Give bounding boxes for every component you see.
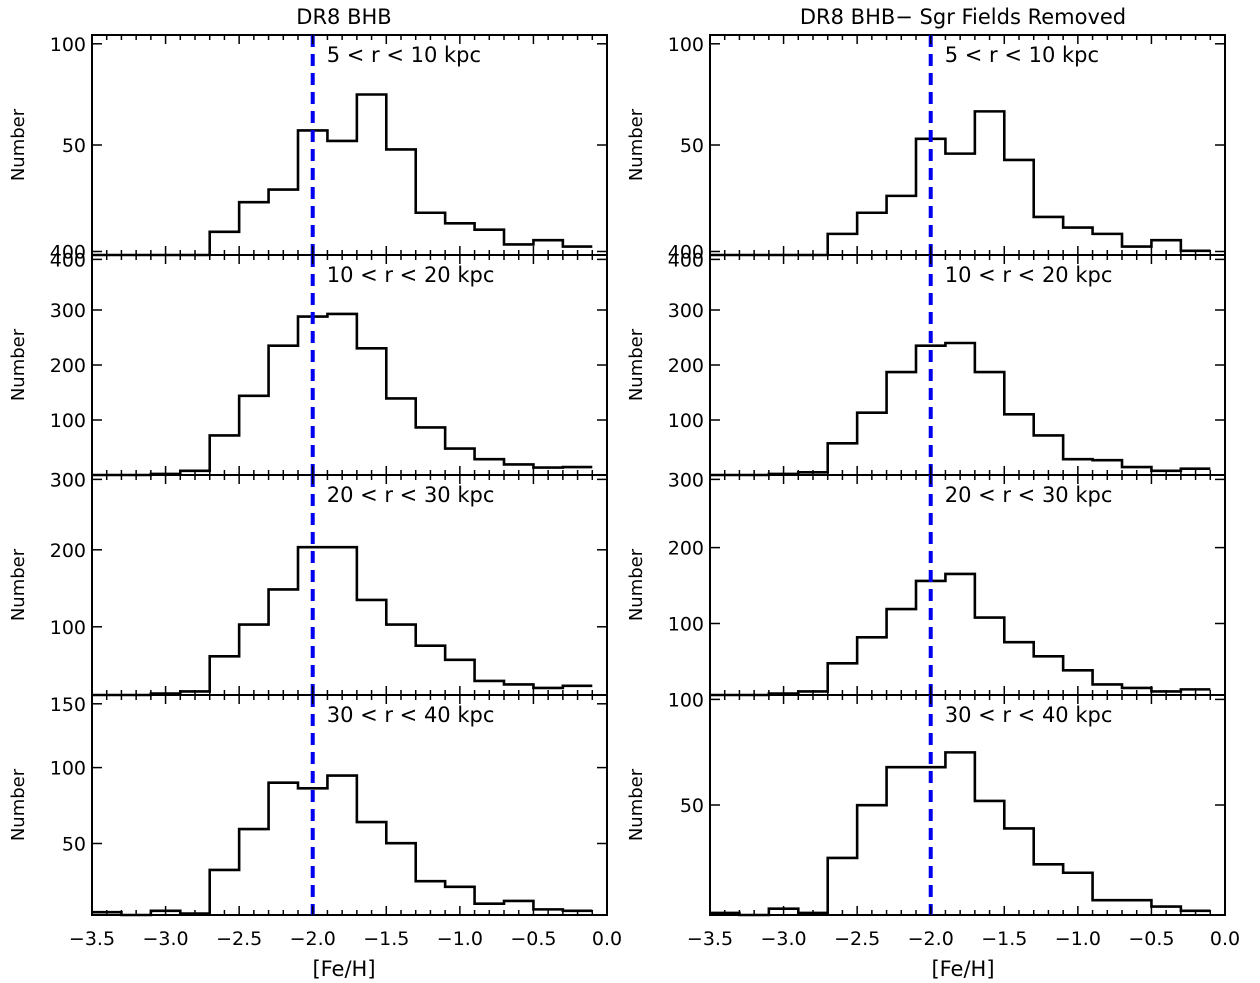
panel-frame — [91, 694, 608, 916]
x-tick-label: −3.0 — [761, 928, 807, 950]
panel-range-label: 30 < r < 40 kpc — [945, 703, 1113, 727]
y-tick-label: 100 — [668, 410, 704, 432]
histogram-panel: 50 100 Number 30 < r < 40 kpc — [626, 689, 1226, 917]
y-tick-label: 400 — [50, 249, 86, 271]
x-tick-label: −3.5 — [69, 928, 115, 950]
panel-frame — [709, 254, 1226, 476]
histogram-series — [92, 93, 593, 257]
histogram-series — [92, 774, 593, 917]
histogram-panel: 100 200 300 Number 20 < r < 30 kpc — [626, 469, 1226, 697]
y-tick-label: 100 — [50, 34, 86, 56]
histogram-panel: 400 50 100 Number 5 < r < 10 kpc — [626, 34, 1226, 263]
x-tick-label: −3.5 — [687, 928, 733, 950]
column-title: DR8 BHB — [296, 5, 391, 29]
y-axis-label: Number — [8, 768, 29, 841]
x-tick-label: −1.5 — [363, 928, 409, 950]
histogram-series — [710, 751, 1211, 917]
panel-range-label: 5 < r < 10 kpc — [945, 43, 1099, 67]
y-tick-label: 200 — [50, 355, 86, 377]
y-tick-label: 50 — [680, 135, 704, 157]
y-tick-label: 50 — [62, 135, 86, 157]
panel-frame — [91, 34, 608, 256]
x-tick-label: −1.0 — [1055, 928, 1101, 950]
y-axis-label: Number — [626, 328, 647, 401]
panel-range-label: 10 < r < 20 kpc — [945, 263, 1113, 287]
y-tick-label: 100 — [668, 689, 704, 711]
x-tick-label: −2.5 — [834, 928, 880, 950]
y-tick-label: 100 — [50, 410, 86, 432]
panel-frame — [91, 474, 608, 696]
histogram-series — [710, 341, 1211, 477]
x-tick-label: −2.0 — [908, 928, 954, 950]
x-tick-label: −1.0 — [437, 928, 483, 950]
histogram-series — [92, 545, 593, 697]
panel-frame — [709, 474, 1226, 696]
panel-frame — [709, 34, 1226, 256]
y-axis-label: Number — [626, 768, 647, 841]
y-axis-label: Number — [8, 548, 29, 621]
column-right: DR8 BHB− Sgr Fields Removed [Fe/H] 400 50… — [626, 5, 1240, 981]
histogram-panel: 100 200 300 400 Number 10 < r < 20 kpc — [626, 249, 1226, 477]
y-tick-label: 400 — [50, 241, 86, 263]
x-axis-label: [Fe/H] — [312, 957, 375, 981]
y-axis-label: Number — [8, 108, 29, 181]
x-axis-label: [Fe/H] — [931, 957, 994, 981]
panel-frame — [91, 254, 608, 476]
panel-range-label: 30 < r < 40 kpc — [327, 703, 495, 727]
histogram-series — [92, 312, 593, 477]
y-tick-label: 100 — [668, 614, 704, 636]
panel-range-label: 10 < r < 20 kpc — [327, 263, 495, 287]
x-tick-label: −1.5 — [981, 928, 1027, 950]
y-axis-label: Number — [8, 328, 29, 401]
x-tick-label: −0.5 — [1128, 928, 1174, 950]
x-tick-label: −3.0 — [143, 928, 189, 950]
y-tick-label: 400 — [668, 249, 704, 271]
y-tick-label: 100 — [668, 34, 704, 56]
panel-frame — [709, 694, 1226, 916]
y-axis-label: Number — [626, 108, 647, 181]
column-left: DR8 BHB [Fe/H] 400 50 100 Number 5 < r < 10 … — [8, 5, 622, 981]
y-tick-label: 300 — [50, 469, 86, 491]
y-tick-label: 100 — [50, 758, 86, 780]
y-tick-label: 50 — [680, 795, 704, 817]
y-tick-label: 300 — [50, 300, 86, 322]
histogram-panel: 100 200 300 400 Number 10 < r < 20 kpc — [8, 249, 608, 477]
histogram-panel: 100 200 300 Number 20 < r < 30 kpc — [8, 469, 608, 697]
y-tick-label: 200 — [50, 540, 86, 562]
panel-range-label: 5 < r < 10 kpc — [327, 43, 481, 67]
histogram-series — [710, 110, 1211, 257]
y-tick-label: 200 — [668, 355, 704, 377]
panel-range-label: 20 < r < 30 kpc — [327, 483, 495, 507]
y-tick-label: 50 — [62, 834, 86, 856]
histogram-panel: 150 50 100 Number 30 < r < 40 kpc — [8, 694, 608, 917]
y-tick-label: 200 — [668, 538, 704, 560]
y-axis-label: Number — [626, 548, 647, 621]
panel-range-label: 20 < r < 30 kpc — [945, 483, 1113, 507]
y-tick-label: 400 — [668, 241, 704, 263]
x-tick-label: 0.0 — [1210, 928, 1240, 950]
x-tick-label: 0.0 — [592, 928, 622, 950]
column-title: DR8 BHB− Sgr Fields Removed — [800, 5, 1126, 29]
x-tick-label: −0.5 — [510, 928, 556, 950]
y-tick-label: 100 — [50, 617, 86, 639]
x-tick-label: −2.5 — [216, 928, 262, 950]
y-tick-label: 150 — [50, 694, 86, 716]
histogram-series — [710, 572, 1211, 697]
x-tick-label: −2.0 — [290, 928, 336, 950]
y-tick-label: 300 — [668, 469, 704, 491]
y-tick-label: 300 — [668, 300, 704, 322]
histogram-panel: 400 50 100 Number 5 < r < 10 kpc — [8, 34, 608, 263]
